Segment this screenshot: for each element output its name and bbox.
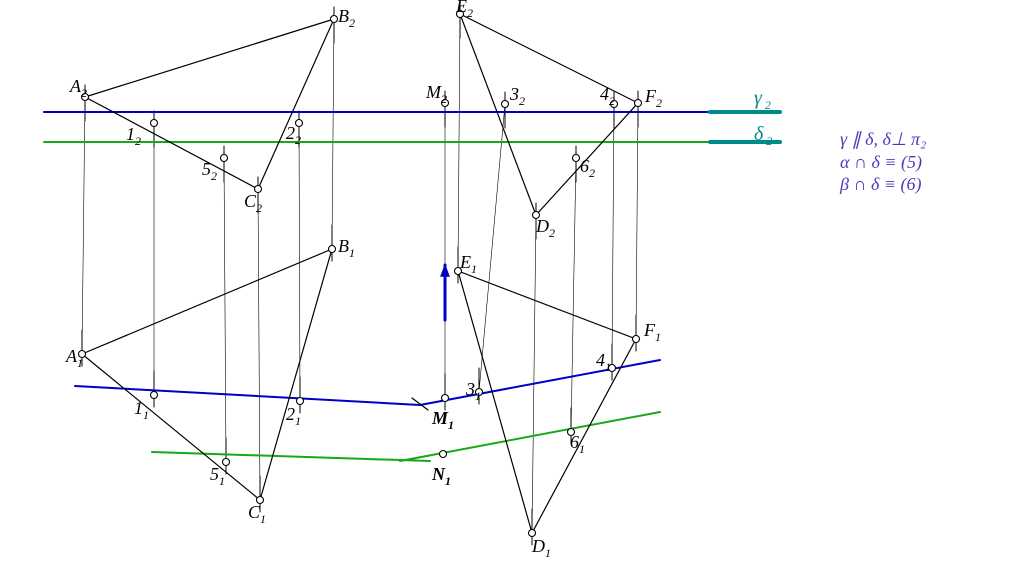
svg-text:62: 62	[580, 156, 595, 180]
svg-text:D2: D2	[535, 216, 555, 240]
svg-text:D1: D1	[531, 536, 551, 560]
svg-text:A1: A1	[65, 346, 83, 370]
svg-text:B2: B2	[338, 6, 355, 30]
svg-text:F2: F2	[644, 86, 662, 110]
svg-text:A2: A2	[69, 76, 87, 100]
svg-text:52: 52	[202, 159, 217, 183]
svg-text:32: 32	[509, 84, 525, 108]
svg-text:21: 21	[286, 404, 301, 428]
svg-text:C1: C1	[248, 502, 266, 526]
svg-text:42: 42	[600, 84, 615, 108]
svg-text:M2: M2	[425, 82, 447, 106]
svg-text:11: 11	[134, 398, 149, 422]
descriptive-geometry-diagram: γ 2δ 2111221223132414251526162A2B2C2E2D2…	[0, 0, 1024, 574]
svg-text:51: 51	[210, 464, 225, 488]
svg-text:C2: C2	[244, 191, 262, 215]
svg-text:61: 61	[570, 432, 585, 456]
svg-text:γ 2: γ 2	[754, 87, 771, 112]
equations-block: γ ∥ δ, δ⊥ π₂α ∩ δ ≡ (5)β ∩ δ ≡ (6)	[840, 128, 926, 196]
svg-text:F1: F1	[643, 320, 661, 344]
svg-text:12: 12	[126, 124, 141, 148]
svg-text:N1: N1	[431, 464, 451, 488]
svg-text:B1: B1	[338, 236, 355, 260]
svg-text:M1: M1	[431, 408, 454, 432]
svg-text:δ 2: δ 2	[754, 123, 772, 148]
